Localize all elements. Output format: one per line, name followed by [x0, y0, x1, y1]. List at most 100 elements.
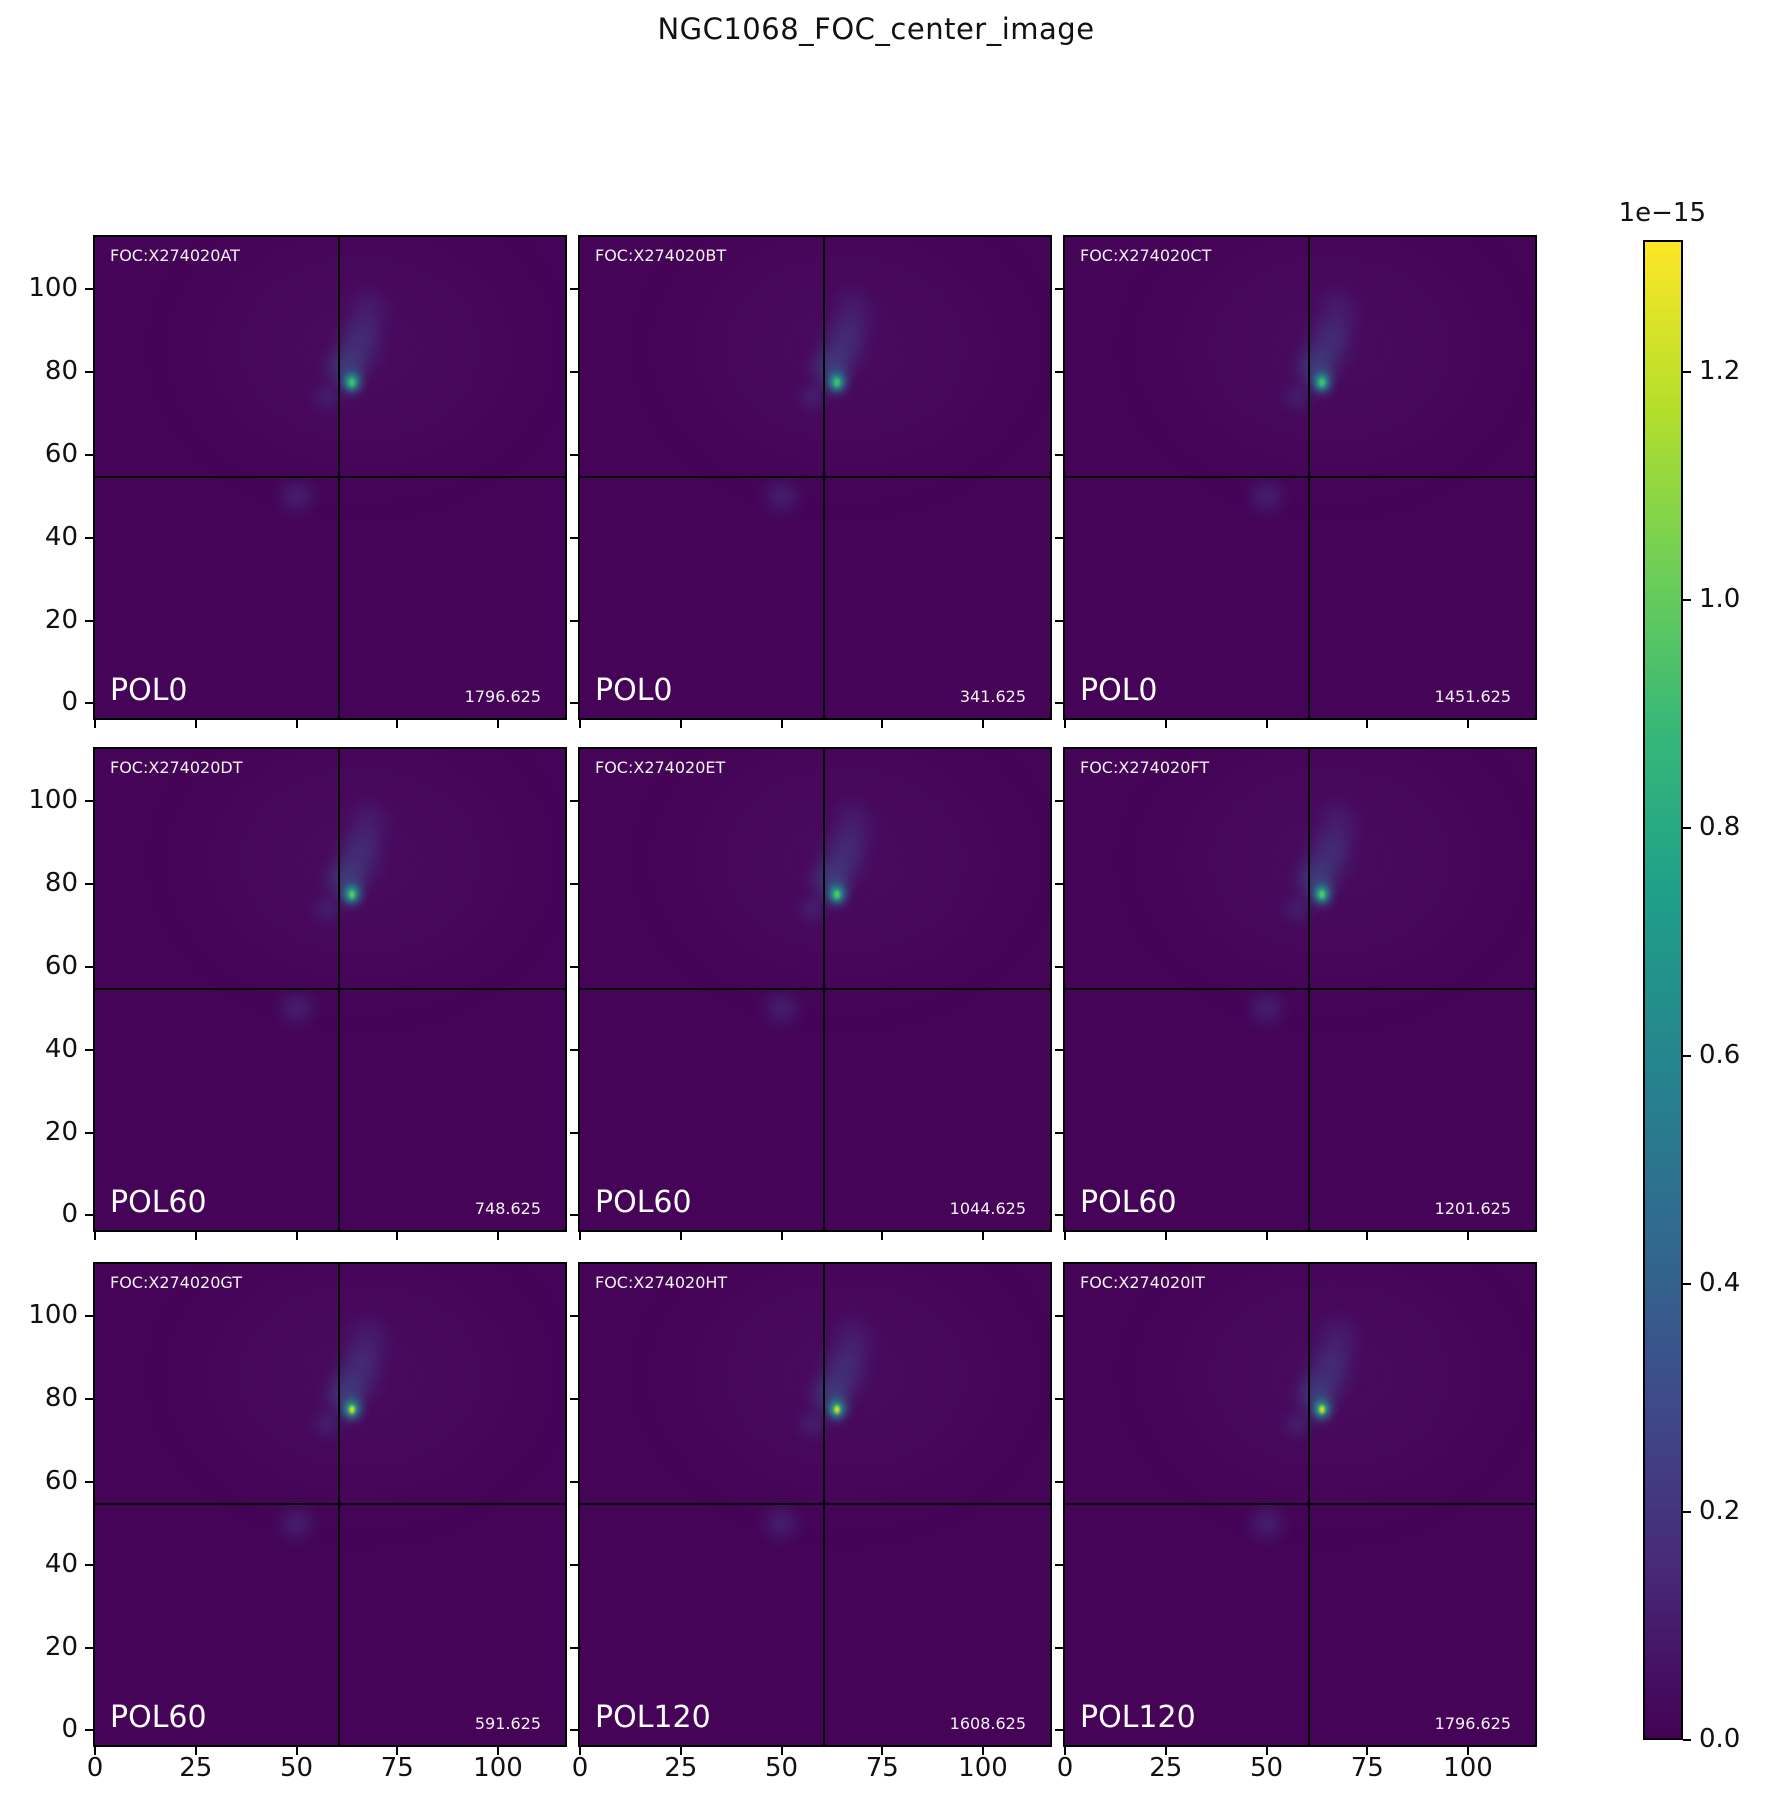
colorbar-tick-mark [1683, 1511, 1691, 1513]
colorbar-tick-mark [1683, 827, 1691, 829]
y-tick-mark [1055, 1214, 1063, 1217]
exposure-value-label: 1044.625 [949, 1199, 1026, 1218]
y-tick-mark [85, 370, 93, 373]
colorbar-tick-label: 0.8 [1699, 812, 1741, 842]
y-tick-mark [570, 370, 578, 373]
image-panel: FOC:X274020CT POL0 1451.625 [1063, 235, 1537, 720]
pol-filter-label: POL120 [1080, 1700, 1196, 1735]
nebula-blob-blob-sw [275, 1503, 318, 1544]
y-tick-mark [1055, 1315, 1063, 1317]
colorbar-tick-mark [1683, 1055, 1691, 1057]
x-tick-mark [194, 1232, 197, 1240]
foc-id-label: FOC:X274020CT [1080, 246, 1212, 265]
y-tick-label: 100 [28, 1300, 78, 1330]
y-tick-mark [1055, 1131, 1063, 1134]
pol-filter-label: POL60 [1080, 1185, 1177, 1220]
y-tick-label: 20 [44, 1116, 78, 1147]
y-tick-mark [1055, 370, 1063, 373]
y-tick-mark [1055, 453, 1063, 456]
colorbar-tick-label: 0.0 [1699, 1724, 1741, 1754]
x-tick-label: 25 [664, 1753, 698, 1783]
y-tick-label: 60 [44, 1465, 78, 1496]
x-tick-mark [1164, 720, 1167, 728]
y-tick-mark [570, 1729, 578, 1732]
y-tick-mark [1055, 1048, 1063, 1051]
foc-id-label: FOC:X274020IT [1080, 1273, 1205, 1292]
x-tick-mark [396, 720, 399, 728]
nebula-blob-blob-sw [275, 988, 318, 1029]
image-panel: FOC:X274020GT POL60 591.625 [93, 1262, 567, 1747]
nebula-blob-core [347, 889, 357, 900]
y-tick-mark [85, 1646, 93, 1649]
foc-id-label: FOC:X274020AT [110, 246, 240, 265]
nebula-blob-blob-sw [1245, 1503, 1288, 1544]
x-tick-label: 50 [764, 1753, 799, 1783]
y-tick-mark [85, 1131, 93, 1134]
crosshair-horizontal-line [95, 1503, 565, 1506]
x-tick-mark [1467, 720, 1469, 728]
colorbar-tick-label: 1.2 [1699, 356, 1741, 386]
x-tick-mark [1164, 1232, 1167, 1240]
x-tick-label: 100 [1443, 1753, 1493, 1783]
x-tick-mark [579, 1232, 581, 1240]
y-tick-label: 40 [44, 1548, 78, 1579]
pol-filter-label: POL0 [1080, 673, 1158, 708]
x-tick-label: 75 [1350, 1753, 1384, 1783]
y-tick-label: 60 [44, 950, 78, 981]
x-tick-mark [497, 1232, 499, 1240]
x-tick-label: 0 [571, 1753, 589, 1783]
exposure-value-label: 1796.625 [464, 687, 541, 706]
y-tick-mark [570, 1131, 578, 1134]
exposure-value-label: 748.625 [474, 1199, 541, 1218]
nebula-blob-core [347, 1404, 357, 1415]
nebula-blob-blob-sw [1245, 988, 1288, 1029]
x-tick-label: 75 [380, 1753, 414, 1783]
nebula-blob-blob-sw [1245, 476, 1288, 517]
x-tick-mark [1366, 720, 1369, 728]
crosshair-horizontal-line [580, 988, 1050, 991]
x-tick-mark [1366, 1747, 1369, 1755]
y-tick-label: 100 [28, 785, 78, 815]
x-tick-mark [1064, 1747, 1066, 1755]
nebula-blob-core [832, 377, 842, 388]
pol-filter-label: POL0 [595, 673, 673, 708]
y-tick-mark [1055, 1480, 1063, 1483]
nebula-blob-core [832, 1404, 842, 1415]
x-tick-mark [780, 1232, 783, 1240]
x-tick-mark [1164, 1747, 1167, 1755]
x-tick-mark [780, 720, 783, 728]
image-panel: FOC:X274020BT POL0 341.625 [578, 235, 1052, 720]
y-tick-mark [85, 1397, 93, 1400]
x-tick-label: 75 [865, 1753, 899, 1783]
x-tick-label: 0 [1056, 1753, 1074, 1783]
crosshair-horizontal-line [580, 1503, 1050, 1506]
x-tick-mark [295, 1232, 298, 1240]
y-tick-label: 0 [61, 687, 78, 718]
y-tick-mark [570, 965, 578, 968]
x-tick-mark [780, 1747, 783, 1755]
crosshair-horizontal-line [1065, 988, 1535, 991]
y-tick-mark [570, 1646, 578, 1649]
y-tick-mark [85, 1048, 93, 1051]
x-tick-mark [982, 1747, 984, 1755]
colorbar-tick-label: 0.4 [1699, 1268, 1741, 1298]
y-tick-mark [1055, 619, 1063, 622]
image-panel: FOC:X274020IT POL120 1796.625 [1063, 1262, 1537, 1747]
x-tick-mark [1366, 1232, 1369, 1240]
x-tick-mark [1265, 1232, 1268, 1240]
nebula-blob-blob-sw [760, 1503, 803, 1544]
x-tick-mark [881, 1747, 884, 1755]
y-tick-mark [85, 965, 93, 968]
y-tick-mark [570, 702, 578, 705]
y-tick-label: 100 [28, 273, 78, 303]
y-tick-mark [1055, 965, 1063, 968]
y-tick-mark [85, 1729, 93, 1732]
exposure-value-label: 1451.625 [1434, 687, 1511, 706]
nebula-blob-blob-sw [760, 476, 803, 517]
y-tick-mark [1055, 1646, 1063, 1649]
colorbar-tick-label: 1.0 [1699, 584, 1741, 614]
y-tick-mark [85, 1214, 93, 1217]
foc-id-label: FOC:X274020FT [1080, 758, 1210, 777]
y-tick-mark [85, 1480, 93, 1483]
y-tick-mark [1055, 1397, 1063, 1400]
